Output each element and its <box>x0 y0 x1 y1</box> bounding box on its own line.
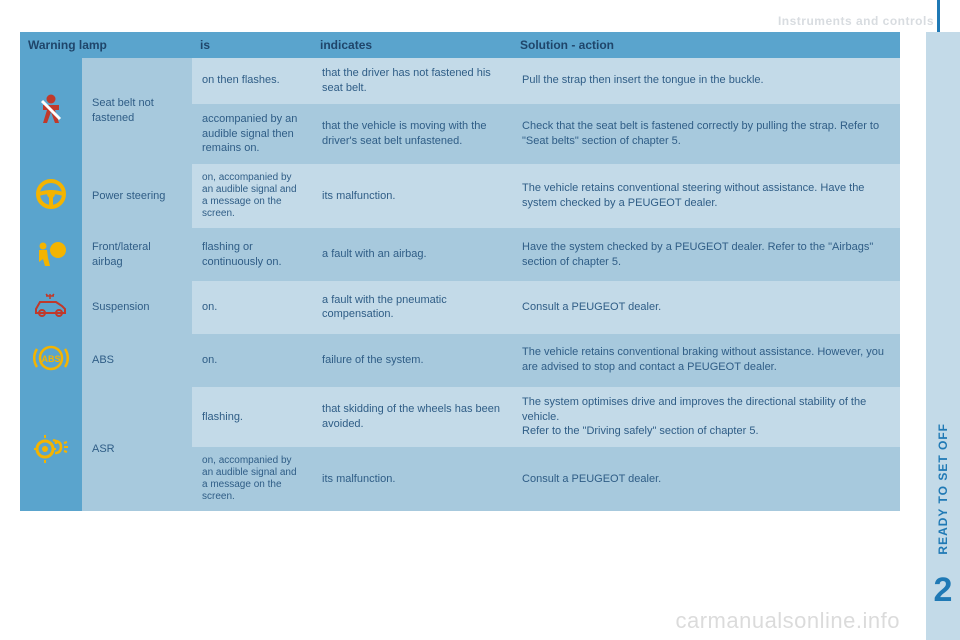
is-cell: accompanied by an audible signal then re… <box>192 104 312 165</box>
warning-lamp-table: Warning lamp is indicates Solution - act… <box>20 32 900 511</box>
is-cell: on. <box>192 334 312 387</box>
page-heading: Instruments and controls <box>20 14 940 28</box>
table-row: Power steeringon, accompanied by an audi… <box>20 164 900 228</box>
warning-icon-cell: ABS <box>20 334 82 387</box>
indicates-cell: failure of the system. <box>312 334 512 387</box>
is-cell: on then flashes. <box>192 58 312 104</box>
solution-cell: The system optimises drive and improves … <box>512 387 900 448</box>
table-header: Warning lamp is indicates Solution - act… <box>20 32 900 58</box>
solution-cell: The vehicle retains conventional steerin… <box>512 164 900 228</box>
warning-icon-cell <box>20 58 82 164</box>
solution-cell: Consult a PEUGEOT dealer. <box>512 447 900 511</box>
svg-text:ABS: ABS <box>41 354 60 364</box>
warning-lamp-cell: Suspension <box>82 281 192 334</box>
warning-icon-cell <box>20 164 82 228</box>
indicates-cell: a fault with the pneumatic compensation. <box>312 281 512 334</box>
steering-icon <box>31 174 71 214</box>
table-row: Suspensionon.a fault with the pneumatic … <box>20 281 900 334</box>
is-cell: on, accompanied by an audible signal and… <box>192 164 312 228</box>
warning-lamp-cell: Power steering <box>82 164 192 228</box>
warning-lamp-cell: Seat belt not fastened <box>82 58 192 164</box>
warning-lamp-cell: Front/lateral airbag <box>82 228 192 281</box>
warning-icon-cell <box>20 281 82 334</box>
warning-icon-cell <box>20 387 82 512</box>
solution-cell: Consult a PEUGEOT dealer. <box>512 281 900 334</box>
warning-lamp-cell: ASR <box>82 387 192 512</box>
indicates-cell: a fault with an airbag. <box>312 228 512 281</box>
th-indicates: indicates <box>312 32 512 58</box>
suspension-icon <box>31 285 71 325</box>
solution-cell: Pull the strap then insert the tongue in… <box>512 58 900 104</box>
side-tab: READY TO SET OFF 2 <box>926 32 960 640</box>
table-row: ASRflashing.that skidding of the wheels … <box>20 387 900 448</box>
warning-icon-cell <box>20 228 82 281</box>
seatbelt-icon <box>31 89 71 129</box>
solution-cell: Have the system checked by a PEUGEOT dea… <box>512 228 900 281</box>
is-cell: flashing. <box>192 387 312 448</box>
th-is: is <box>192 32 312 58</box>
table-container: Warning lamp is indicates Solution - act… <box>20 32 900 511</box>
th-lamp: Warning lamp <box>20 32 192 58</box>
table-row: Seat belt not fastenedon then flashes.th… <box>20 58 900 104</box>
table-body: Seat belt not fastenedon then flashes.th… <box>20 58 900 511</box>
is-cell: on. <box>192 281 312 334</box>
is-cell: flashing or continuously on. <box>192 228 312 281</box>
indicates-cell: that skidding of the wheels has been avo… <box>312 387 512 448</box>
table-row: Front/lateral airbagflashing or continuo… <box>20 228 900 281</box>
asr-icon <box>31 427 71 467</box>
watermark-text: carmanualsonline.info <box>675 608 900 634</box>
chapter-number: 2 <box>934 571 953 610</box>
table-row: ABS ABSon.failure of the system.The vehi… <box>20 334 900 387</box>
indicates-cell: its malfunction. <box>312 447 512 511</box>
warning-lamp-cell: ABS <box>82 334 192 387</box>
solution-cell: The vehicle retains conventional braking… <box>512 334 900 387</box>
airbag-icon <box>31 232 71 272</box>
page-container: Instruments and controls 31 Warning lamp… <box>20 14 940 626</box>
indicates-cell: that the vehicle is moving with the driv… <box>312 104 512 165</box>
indicates-cell: that the driver has not fastened his sea… <box>312 58 512 104</box>
th-solution: Solution - action <box>512 32 900 58</box>
is-cell: on, accompanied by an audible signal and… <box>192 447 312 511</box>
indicates-cell: its malfunction. <box>312 164 512 228</box>
abs-icon: ABS <box>31 338 71 378</box>
solution-cell: Check that the seat belt is fastened cor… <box>512 104 900 165</box>
side-tab-label: READY TO SET OFF <box>936 423 950 555</box>
